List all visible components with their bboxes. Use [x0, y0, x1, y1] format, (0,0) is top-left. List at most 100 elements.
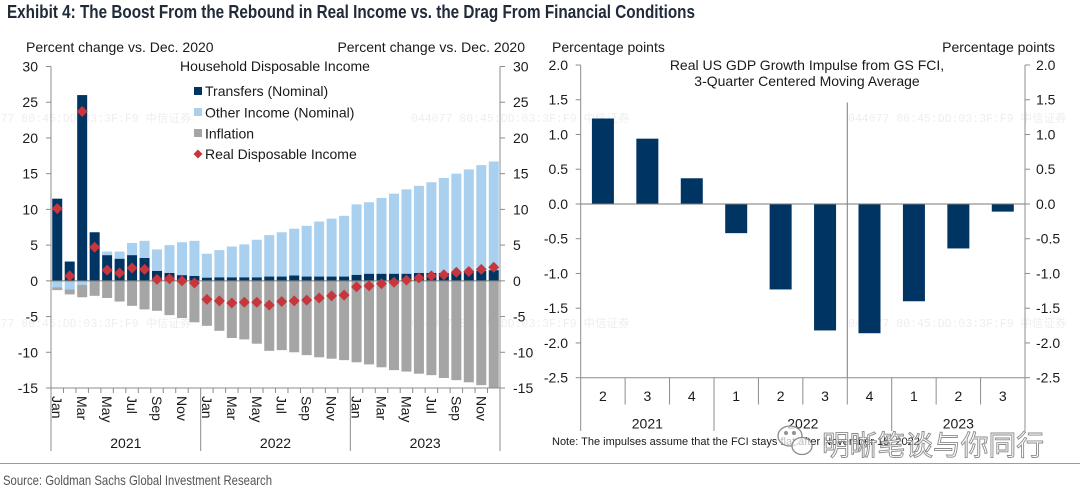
bar-inflation: [251, 280, 262, 344]
bar-gdp-impulse: [902, 203, 925, 302]
x-tick-label: Nov: [324, 396, 340, 421]
bar-transfers: [339, 276, 350, 281]
left-y-tick-label: -15: [18, 380, 38, 396]
gdp-impulse-chart: Percentage points Percentage points Real…: [544, 39, 1060, 448]
marker-real-disposable-income: [114, 267, 126, 279]
bar-inflation: [226, 280, 237, 338]
x-tick-label: Sep: [448, 396, 464, 421]
marker-real-disposable-income: [351, 281, 363, 293]
left-y-tick-label: -10: [18, 344, 38, 360]
marker-real-disposable-income: [438, 269, 450, 281]
bar-inflation: [189, 280, 200, 323]
x-tick-label: Sep: [149, 396, 165, 421]
bar-inflation: [463, 280, 474, 383]
left-y-tick-label: -2.5: [544, 370, 568, 386]
left-y-tick-label: 15: [22, 166, 38, 182]
bar-other-income: [376, 197, 387, 274]
x-tick-label: Sep: [299, 396, 315, 421]
left-axis-title: Percent change vs. Dec. 2020: [26, 39, 214, 55]
source-line: Source: Goldman Sachs Global Investment …: [3, 472, 272, 488]
exhibit-title: Exhibit 4: The Boost From the Rebound in…: [7, 2, 695, 22]
marker-real-disposable-income: [64, 270, 76, 282]
bar-transfers: [376, 273, 387, 281]
left-y-tick-label: 5: [30, 237, 38, 253]
left-y-tick-label: 10: [22, 201, 38, 217]
bar-other-income: [401, 189, 412, 274]
marker-real-disposable-income: [101, 264, 113, 276]
quarter-label: 3: [643, 388, 651, 404]
bar-other-income: [388, 193, 399, 274]
bar-gdp-impulse: [814, 203, 837, 331]
chart-title-line-1: Real US GDP Growth Impulse from GS FCI,: [670, 57, 944, 73]
bar-inflation: [376, 280, 387, 368]
bar-other-income: [77, 280, 88, 285]
bar-other-income: [364, 202, 375, 274]
bar-gdp-impulse: [947, 203, 970, 249]
bar-transfers: [276, 276, 287, 281]
bar-other-income: [351, 204, 362, 275]
bar-transfers: [351, 274, 362, 281]
bar-inflation: [413, 280, 424, 374]
bar-transfers: [264, 276, 275, 281]
bar-inflation: [339, 280, 350, 361]
legend-item-real-income: Real Disposable Income: [193, 146, 357, 162]
marker-real-disposable-income: [51, 203, 63, 215]
bar-other-income: [264, 235, 275, 277]
right-y-tick-label: -15: [513, 380, 533, 396]
right-y-tick-label: 5: [513, 237, 521, 253]
x-tick-label: Jul: [124, 396, 140, 414]
bar-inflation: [276, 280, 287, 351]
bar-gdp-impulse: [680, 178, 703, 204]
marker-real-disposable-income: [76, 106, 88, 118]
marker-real-disposable-income: [251, 296, 263, 308]
left-y-tick-label: 20: [22, 130, 38, 146]
marker-real-disposable-income: [288, 295, 300, 307]
marker-real-disposable-income: [400, 274, 412, 286]
bar-transfers: [488, 270, 499, 281]
x-tick-label: Mar: [74, 396, 90, 420]
legend-label: Transfers (Nominal): [205, 83, 328, 99]
bar-other-income: [488, 161, 499, 271]
quarter-label: 1: [732, 388, 740, 404]
watermark-text: 044077 80:45:DD:03:3F:F9 中信证券: [0, 316, 192, 331]
bar-other-income: [226, 246, 237, 278]
bar-transfers: [52, 198, 63, 281]
bar-other-income: [426, 182, 437, 273]
bar-inflation: [239, 280, 250, 340]
bar-gdp-impulse: [591, 118, 614, 204]
legend-label: Inflation: [205, 126, 254, 142]
left-y-tick-label: -1.5: [544, 300, 568, 316]
marker-real-disposable-income: [425, 270, 437, 282]
quarter-label: 2: [599, 388, 607, 404]
legend-swatch-other-income: [194, 108, 202, 116]
marker-real-disposable-income: [413, 272, 425, 284]
legend-label: Other Income (Nominal): [205, 105, 354, 121]
marker-real-disposable-income: [463, 266, 475, 278]
household-income-chart: Percent change vs. Dec. 2020 Percent cha…: [18, 39, 533, 451]
bar-inflation: [289, 280, 300, 353]
marker-real-disposable-income: [338, 289, 350, 301]
bar-other-income: [152, 249, 163, 271]
year-label: 2021: [632, 416, 663, 432]
bar-other-income: [164, 245, 175, 273]
year-label: 2023: [410, 435, 441, 451]
right-y-tick-label: 1.5: [1036, 92, 1056, 108]
bar-inflation: [426, 280, 437, 376]
year-label: 2022: [260, 435, 291, 451]
wechat-watermark-text: 明晰笔谈与你同行: [822, 429, 1044, 462]
right-y-tick-label: -5: [513, 309, 526, 325]
marker-real-disposable-income: [313, 292, 325, 304]
bar-gdp-impulse: [725, 203, 748, 234]
marker-real-disposable-income: [301, 294, 313, 306]
x-tick-label: Jan: [49, 396, 65, 419]
bar-other-income: [339, 215, 350, 277]
bar-gdp-impulse: [636, 138, 659, 204]
bar-inflation: [52, 287, 63, 291]
bar-other-income: [214, 250, 225, 278]
bar-transfers: [77, 95, 88, 281]
bar-gdp-impulse: [991, 203, 1014, 212]
bar-inflation: [488, 280, 499, 388]
right-y-tick-label: 0: [513, 273, 521, 289]
left-axis-title: Percentage points: [552, 39, 665, 55]
